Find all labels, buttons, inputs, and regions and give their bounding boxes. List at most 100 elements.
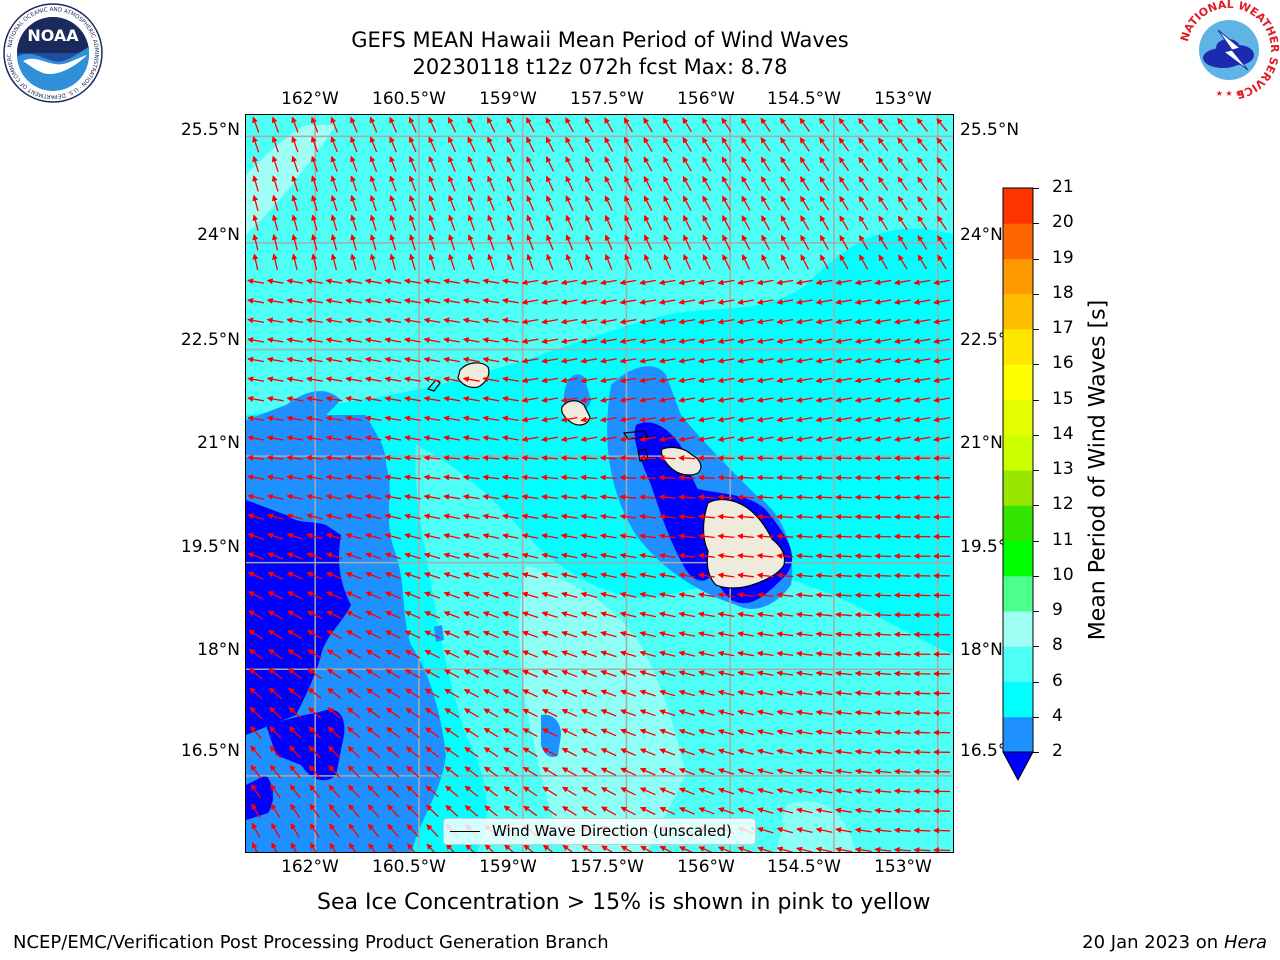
wind-wave-arrow <box>404 532 421 540</box>
wind-wave-arrow <box>936 195 948 211</box>
wind-wave-arrow <box>697 298 715 305</box>
wind-wave-arrow <box>599 279 617 286</box>
colorbar-tick-mark <box>1033 258 1039 260</box>
wind-wave-arrow <box>369 194 377 212</box>
wind-wave-arrow <box>678 572 696 579</box>
wind-wave-arrow <box>448 155 456 172</box>
wind-wave-arrow <box>365 630 382 639</box>
wind-wave-arrow <box>741 137 751 152</box>
wind-wave-arrow <box>346 630 362 639</box>
wind-wave-arrow <box>722 254 731 270</box>
wind-wave-arrow <box>780 254 790 270</box>
wind-wave-arrow <box>697 377 715 384</box>
wind-wave-arrow <box>521 591 539 599</box>
wind-wave-arrow <box>364 415 382 422</box>
wind-wave-arrow <box>893 436 911 443</box>
wind-wave-arrow <box>697 474 715 481</box>
wind-wave-arrow <box>252 155 260 172</box>
wind-wave-arrow <box>639 591 656 598</box>
wind-wave-arrow <box>917 176 928 191</box>
wind-wave-arrow <box>369 136 378 153</box>
wind-wave-arrow <box>599 533 617 540</box>
wind-wave-arrow <box>325 552 343 560</box>
wind-wave-arrow <box>697 513 715 520</box>
wind-wave-arrow <box>854 377 872 384</box>
wind-wave-arrow <box>760 156 771 172</box>
wind-wave-arrow <box>678 650 696 657</box>
wind-wave-arrow <box>697 338 715 345</box>
wind-wave-arrow <box>404 630 421 639</box>
wind-wave-arrow <box>247 337 265 344</box>
wind-wave-arrow <box>697 572 715 579</box>
wind-wave-arrow <box>521 552 539 559</box>
wind-wave-arrow <box>835 396 853 403</box>
wind-wave-arrow <box>448 136 456 153</box>
wind-wave-arrow <box>521 474 539 481</box>
wind-wave-arrow <box>482 572 500 579</box>
wind-wave-arrow <box>737 318 755 325</box>
wind-wave-arrow <box>580 572 598 579</box>
colorbar-tick-mark <box>1033 329 1039 330</box>
wind-wave-arrow <box>717 338 735 345</box>
wind-wave-arrow <box>893 592 911 599</box>
wind-wave-arrow <box>835 513 853 520</box>
wind-wave-arrow <box>565 214 574 231</box>
wind-wave-arrow <box>756 513 774 520</box>
wind-wave-arrow <box>619 357 637 364</box>
wind-wave-arrow <box>678 552 696 559</box>
wind-wave-arrow <box>756 436 774 443</box>
colorbar-band <box>1003 258 1033 295</box>
wind-wave-arrow <box>403 474 421 481</box>
wind-wave-arrow <box>678 474 696 481</box>
wind-wave-arrow <box>717 631 735 637</box>
wind-wave-arrow <box>346 649 362 659</box>
wind-wave-arrow <box>326 571 343 580</box>
wind-wave-arrow <box>345 317 363 324</box>
wind-wave-arrow <box>487 214 495 231</box>
wind-wave-arrow <box>462 454 480 461</box>
wind-wave-arrow <box>776 416 794 423</box>
wind-wave-arrow <box>737 357 755 364</box>
wind-wave-arrow <box>839 176 849 191</box>
wind-wave-arrow <box>266 435 284 442</box>
wind-wave-arrow <box>936 156 948 171</box>
wind-wave-arrow <box>737 396 755 403</box>
wind-wave-arrow <box>722 215 731 231</box>
wind-wave-arrow <box>369 116 378 133</box>
wind-wave-arrow <box>521 436 539 443</box>
wind-wave-arrow <box>443 552 460 559</box>
wind-wave-arrow <box>717 513 735 520</box>
wind-wave-arrow <box>287 649 303 660</box>
wind-wave-arrow <box>776 396 794 403</box>
wind-wave-arrow <box>639 377 657 384</box>
colorbar-tick-mark <box>1033 188 1039 189</box>
wind-wave-arrow <box>330 214 338 231</box>
wind-wave-arrow <box>521 298 539 305</box>
wind-wave-arrow <box>462 435 480 442</box>
wind-wave-arrow <box>585 234 593 251</box>
wind-wave-arrow <box>639 279 657 286</box>
wind-wave-arrow <box>780 137 791 152</box>
wind-wave-arrow <box>678 318 696 325</box>
wind-wave-arrow <box>541 436 559 443</box>
wind-wave-arrow <box>443 474 460 481</box>
wind-wave-arrow <box>286 337 304 344</box>
wind-wave-arrow <box>874 631 892 638</box>
wind-wave-arrow <box>408 175 417 192</box>
wind-wave-arrow <box>874 416 892 423</box>
wind-wave-arrow <box>408 194 417 212</box>
wind-wave-arrow <box>874 377 892 384</box>
wind-wave-arrow <box>756 552 774 559</box>
wind-wave-arrow <box>561 650 578 658</box>
wind-wave-arrow <box>756 533 774 540</box>
wind-wave-arrow <box>364 532 382 540</box>
wind-wave-arrow <box>835 377 853 384</box>
wind-wave-arrow <box>345 278 363 285</box>
wind-wave-arrow <box>560 552 578 559</box>
wind-wave-arrow <box>252 233 259 251</box>
wind-wave-arrow <box>678 298 696 305</box>
wind-wave-arrow <box>737 455 755 462</box>
wind-wave-arrow <box>854 318 872 325</box>
wind-wave-arrow <box>936 137 948 152</box>
wind-wave-arrow <box>658 455 676 462</box>
